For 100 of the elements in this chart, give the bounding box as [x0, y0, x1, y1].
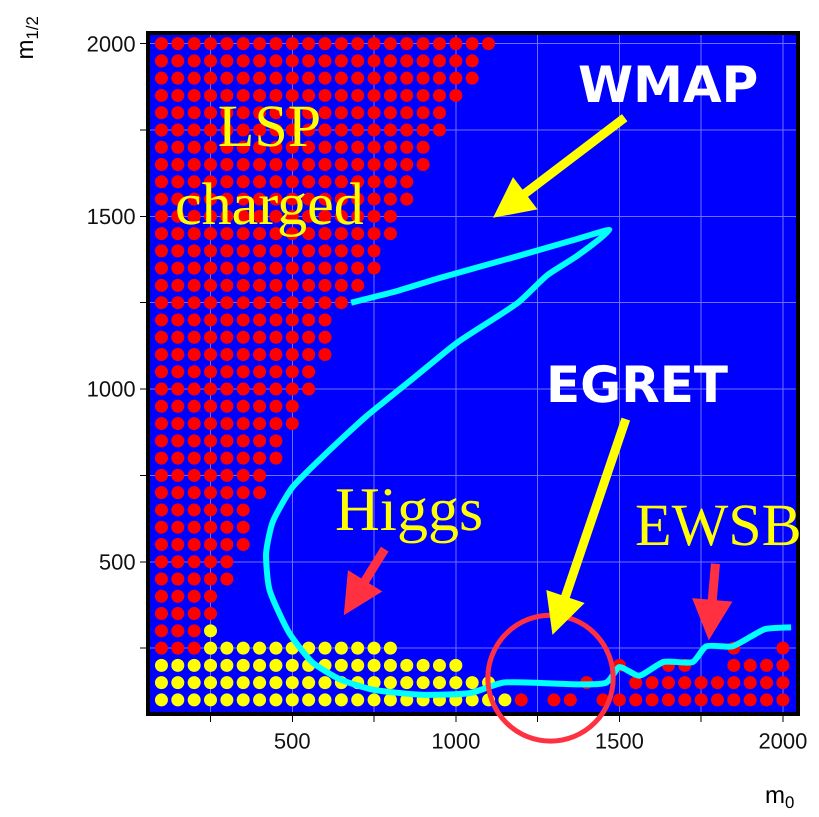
point: [302, 244, 316, 258]
point: [204, 278, 218, 292]
point: [368, 88, 381, 102]
point: [368, 123, 381, 136]
point: [351, 37, 364, 50]
point: [236, 658, 250, 672]
point: [171, 538, 184, 551]
point: [188, 642, 201, 655]
point: [253, 452, 266, 465]
point: [416, 140, 430, 154]
point: [188, 486, 201, 500]
point: [302, 330, 316, 344]
point: [204, 123, 218, 136]
point: [154, 88, 168, 102]
point: [154, 486, 168, 500]
point: [253, 382, 266, 396]
point: [188, 123, 201, 136]
point: [286, 244, 299, 258]
point: [220, 642, 234, 655]
x-axis-title: m$_{0}$: [765, 782, 794, 812]
point: [188, 676, 201, 690]
point: [204, 434, 218, 448]
point: [236, 538, 250, 551]
point: [432, 88, 446, 102]
point: [171, 140, 184, 154]
point: [220, 434, 234, 448]
point: [236, 348, 250, 361]
point: [269, 642, 282, 655]
point: [220, 503, 234, 516]
point: [204, 348, 218, 361]
point: [236, 486, 250, 500]
point: [154, 590, 168, 603]
y-tick-label: 2000: [86, 31, 136, 56]
point: [204, 140, 218, 154]
point: [286, 693, 299, 706]
point: [400, 175, 414, 188]
point: [727, 693, 740, 706]
point: [368, 262, 381, 275]
point: [204, 88, 218, 102]
point: [286, 348, 299, 361]
point: [416, 88, 430, 102]
point: [744, 658, 757, 672]
point: [466, 676, 479, 690]
point: [302, 313, 316, 326]
point: [302, 296, 316, 310]
point: [154, 37, 168, 50]
point: [171, 642, 184, 655]
point: [269, 54, 282, 68]
point: [269, 330, 282, 344]
point: [154, 642, 168, 655]
point: [154, 624, 168, 638]
point: [171, 676, 184, 690]
point: [188, 106, 201, 120]
point: [334, 106, 348, 120]
point: [236, 503, 250, 516]
point: [188, 88, 201, 102]
point: [368, 658, 381, 672]
point: [171, 262, 184, 275]
point: [253, 330, 266, 344]
point: [318, 693, 332, 706]
point: [253, 693, 266, 706]
x-tick-label: 2000: [758, 728, 808, 754]
point: [204, 400, 218, 413]
point: [171, 590, 184, 603]
point: [171, 313, 184, 326]
point: [318, 123, 332, 136]
point: [400, 72, 414, 85]
point: [498, 693, 512, 706]
point: [318, 72, 332, 85]
point: [351, 106, 364, 120]
point: [188, 503, 201, 516]
point: [744, 676, 757, 690]
point: [220, 572, 234, 586]
point: [220, 365, 234, 378]
point: [171, 486, 184, 500]
point: [154, 330, 168, 344]
point: [694, 676, 708, 690]
point: [220, 555, 234, 568]
point: [171, 572, 184, 586]
point: [384, 54, 397, 68]
point: [154, 140, 168, 154]
point: [368, 72, 381, 85]
point: [154, 555, 168, 568]
point: [384, 192, 397, 206]
point: [188, 693, 201, 706]
point: [236, 434, 250, 448]
x-tick-label: 1000: [431, 728, 480, 754]
point: [302, 348, 316, 361]
point: [449, 676, 462, 690]
point: [154, 175, 168, 188]
point: [318, 106, 332, 120]
point: [154, 106, 168, 120]
point: [171, 88, 184, 102]
point: [432, 54, 446, 68]
point: [204, 72, 218, 85]
point: [253, 486, 266, 500]
point: [253, 642, 266, 655]
point: [154, 365, 168, 378]
point: [334, 693, 348, 706]
point: [466, 72, 479, 85]
